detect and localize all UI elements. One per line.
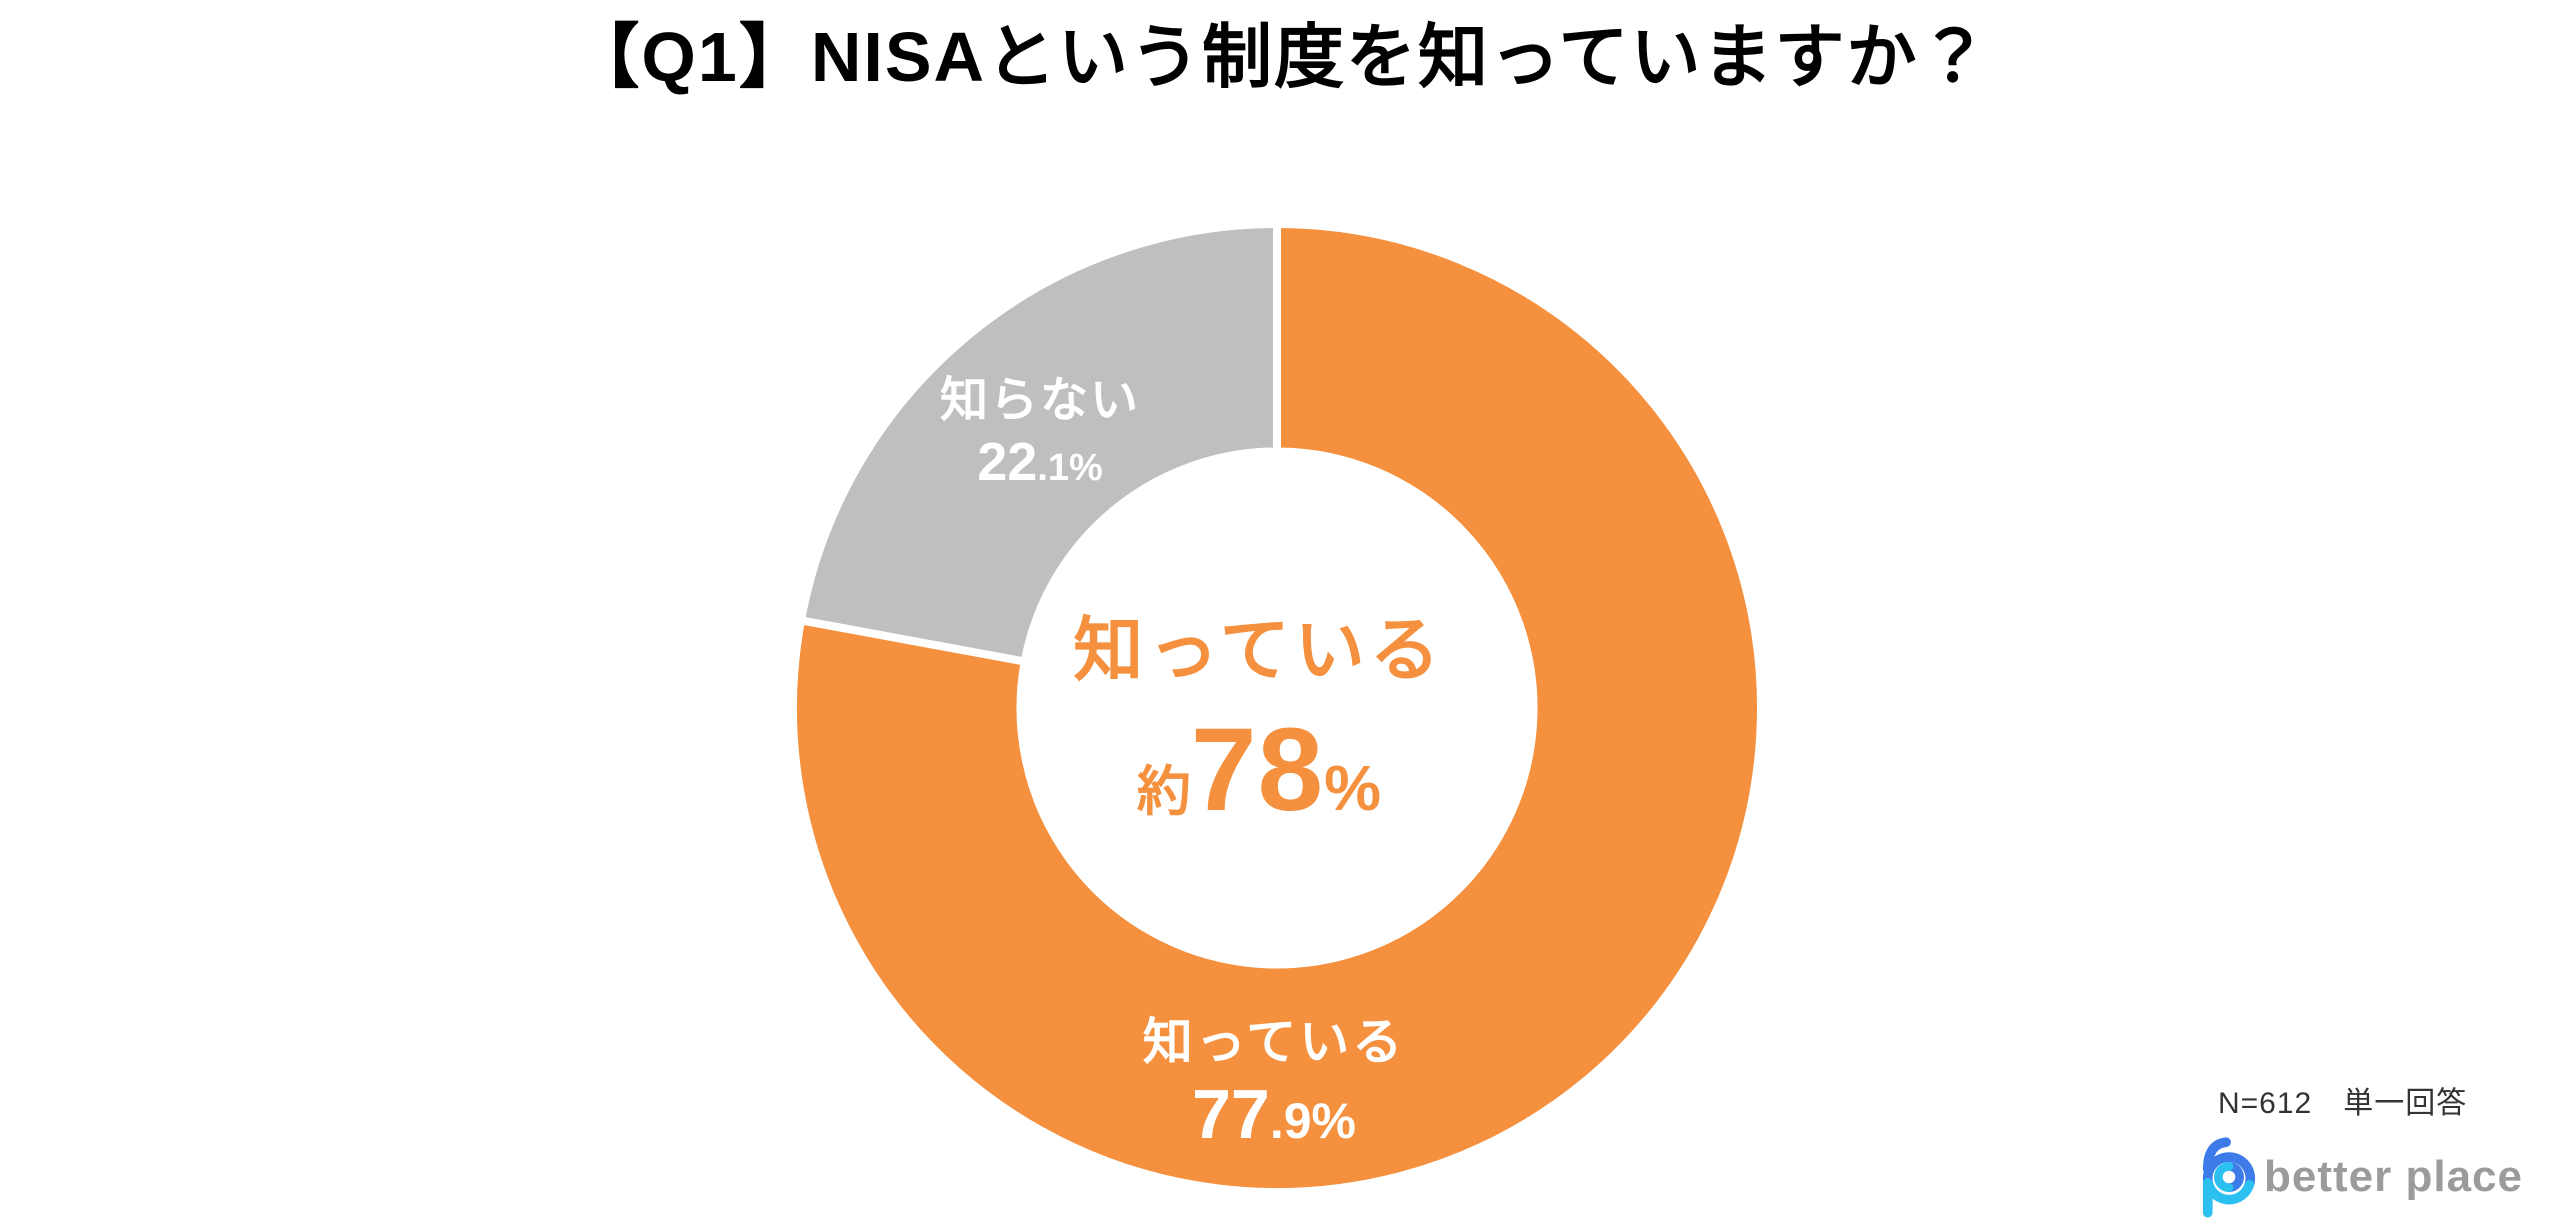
- segment-label-know: 知っている 77.9%: [1143, 1012, 1406, 1156]
- segment-label-dontknow: 知らない 22.1%: [940, 372, 1140, 494]
- betterplace-b-icon: [2202, 1137, 2256, 1218]
- donut-segment-know: [789, 220, 1765, 1196]
- center-label-value: 約78%: [1136, 703, 1382, 836]
- segment-value-know: 77.9%: [1191, 1075, 1357, 1153]
- segment-value-dontknow: 22.1%: [977, 431, 1103, 492]
- center-label-category: 知っている: [1073, 611, 1445, 689]
- donut-center-label: 知っている 約78%: [1073, 610, 1445, 838]
- page-title: 【Q1】NISAという制度を知っていますか？: [569, 18, 1991, 96]
- betterplace-wordmark: better place: [2264, 1152, 2523, 1201]
- donut-segment-dontknow: [796, 220, 1281, 667]
- donut-chart: [789, 220, 1765, 1196]
- sample-size-note: N=612 単一回答: [2218, 1087, 2468, 1120]
- betterplace-logo: better place: [2200, 1136, 2523, 1218]
- segment-category-dontknow: 知らない: [939, 374, 1141, 427]
- segment-category-know: 知っている: [1142, 1014, 1406, 1070]
